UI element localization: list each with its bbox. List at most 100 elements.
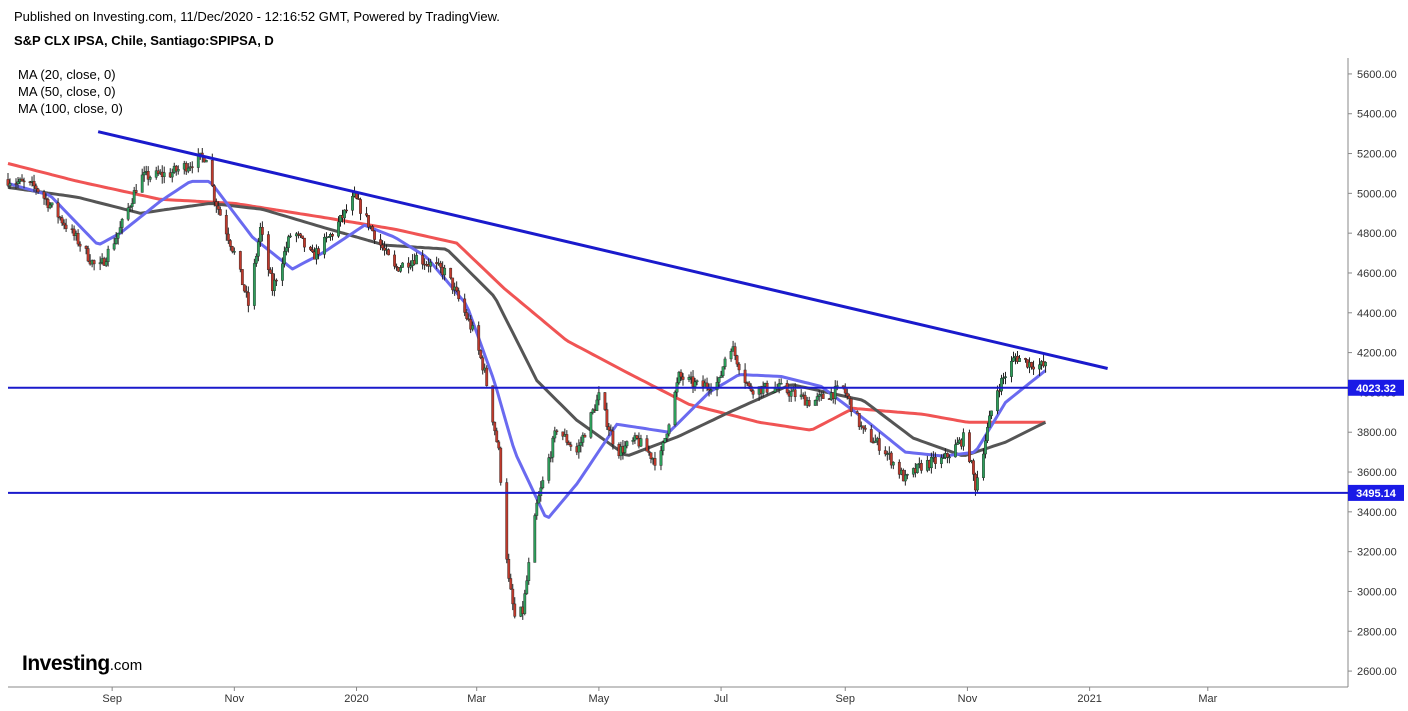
candlestick <box>954 439 957 458</box>
candlestick <box>130 198 134 212</box>
candlestick <box>567 440 571 446</box>
candlestick <box>695 379 699 386</box>
candlestick <box>481 355 485 375</box>
candle-body <box>268 269 272 274</box>
candle-body <box>793 389 797 397</box>
candlestick <box>281 257 284 287</box>
y-axis[interactable]: 5600.00 5400.00 5200.00 5000.00 4800.00 4600.… <box>1348 69 1404 678</box>
candle-body <box>479 350 483 358</box>
candle-body <box>984 440 987 455</box>
x-tick-label: Sep <box>835 693 855 705</box>
candle-body <box>565 434 569 443</box>
legend-ma100[interactable]: MA (100, close, 0) <box>18 101 123 116</box>
candle-body <box>946 453 949 458</box>
candlestick <box>891 461 895 470</box>
candle-body <box>779 382 783 385</box>
candlestick <box>162 166 166 184</box>
candle-body <box>485 367 489 386</box>
candlestick <box>381 240 384 251</box>
candle-body <box>635 435 639 439</box>
candle-body <box>721 366 725 376</box>
candle-body <box>1032 366 1035 370</box>
candle-body <box>78 243 82 247</box>
level-price-label: 3495.14 <box>1356 488 1397 500</box>
candlestick <box>527 557 531 585</box>
candlestick <box>903 469 907 486</box>
candlestick <box>511 583 515 611</box>
candle-body <box>62 222 66 226</box>
candlestick <box>1024 357 1027 363</box>
candlestick <box>393 250 396 270</box>
candlestick <box>34 183 38 195</box>
ma50-line <box>7 185 1047 457</box>
candle-body <box>1018 358 1021 362</box>
candle-body <box>162 172 166 177</box>
candlestick <box>771 391 775 394</box>
candle-body <box>933 456 937 464</box>
y-tick-label: 4600.00 <box>1357 268 1397 280</box>
y-tick-label: 2600.00 <box>1357 666 1397 678</box>
candlestick <box>719 370 723 379</box>
candlestick <box>407 257 410 274</box>
candlestick <box>190 161 194 174</box>
candle-body <box>673 391 677 426</box>
candle-body <box>771 391 775 394</box>
candle-body <box>20 178 24 182</box>
candle-body <box>857 413 861 428</box>
candlestick <box>869 424 873 443</box>
legend-ma20[interactable]: MA (20, close, 0) <box>18 67 116 82</box>
candlestick <box>535 499 539 520</box>
candlestick <box>62 219 66 230</box>
candlestick <box>224 209 228 241</box>
candlestick <box>507 553 511 582</box>
candle-body <box>915 463 919 473</box>
candle-body <box>409 265 413 268</box>
candle-body <box>289 235 292 238</box>
candlestick <box>611 426 615 450</box>
candle-body <box>905 474 909 476</box>
candlestick <box>491 385 495 426</box>
candlestick <box>479 349 483 360</box>
candle-body <box>72 228 76 236</box>
candle-body <box>317 248 320 255</box>
candle-body <box>154 170 158 178</box>
candlestick <box>116 232 120 245</box>
candle-body <box>449 267 453 279</box>
candle-body <box>729 351 733 360</box>
candlestick <box>905 473 909 480</box>
candlestick <box>327 236 330 238</box>
candle-body <box>399 267 402 272</box>
candlestick <box>877 432 881 455</box>
candle-body <box>497 441 501 449</box>
candle-body <box>695 380 699 383</box>
candle-body <box>16 181 20 184</box>
legend-ma50[interactable]: MA (50, close, 0) <box>18 84 116 99</box>
x-axis[interactable]: Sep Nov 2020 Mar May Jul Sep Nov 2021 Mar <box>102 687 1218 705</box>
drawn-lines[interactable] <box>8 130 1348 494</box>
candlestick <box>78 241 82 252</box>
x-tick-label: 2020 <box>344 693 368 705</box>
candlestick <box>976 470 979 492</box>
candlestick <box>214 198 218 213</box>
candle-body <box>84 245 88 249</box>
descending-trendline[interactable] <box>97 130 1108 370</box>
candle-body <box>148 177 152 180</box>
x-tick-label: Jul <box>714 693 728 705</box>
candlestick <box>36 187 40 194</box>
candlestick <box>132 186 136 204</box>
candlestick <box>455 281 459 293</box>
candlestick <box>807 396 811 407</box>
candlestick <box>383 241 386 256</box>
candlestick <box>551 435 555 463</box>
candle-body <box>653 458 657 466</box>
level-price-badge <box>1348 484 1404 501</box>
candlestick <box>429 258 433 273</box>
candlestick <box>387 248 390 256</box>
candle-body <box>104 261 108 266</box>
candle-body <box>607 426 611 431</box>
candle-body <box>1030 362 1033 368</box>
candlestick <box>605 402 609 430</box>
candlestick <box>365 206 368 218</box>
candle-body <box>455 286 459 292</box>
